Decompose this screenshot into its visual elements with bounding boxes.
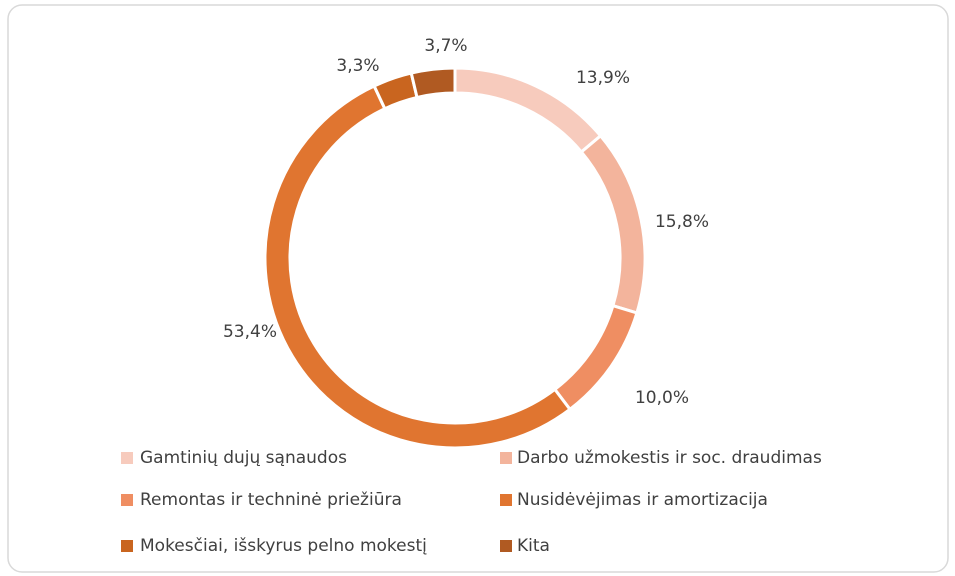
legend-label: Mokesčiai, išskyrus pelno mokestį bbox=[140, 536, 427, 556]
data-label: 53,4% bbox=[223, 322, 277, 342]
chart-frame bbox=[7, 4, 949, 573]
legend-swatch bbox=[500, 540, 512, 552]
data-label: 3,7% bbox=[424, 36, 467, 56]
data-label: 15,8% bbox=[655, 212, 709, 232]
legend-swatch bbox=[500, 452, 512, 464]
data-label: 3,3% bbox=[336, 56, 379, 76]
data-label: 10,0% bbox=[635, 388, 689, 408]
legend-label: Nusidėvėjimas ir amortizacija bbox=[517, 490, 768, 510]
legend-label: Gamtinių dujų sąnaudos bbox=[140, 448, 347, 468]
donut-segment bbox=[409, 66, 457, 100]
legend-swatch bbox=[121, 540, 133, 552]
data-label: 13,9% bbox=[576, 68, 630, 88]
legend-swatch bbox=[500, 494, 512, 506]
legend-swatch bbox=[121, 452, 133, 464]
legend-label: Kita bbox=[517, 536, 550, 556]
legend-swatch bbox=[121, 494, 133, 506]
legend-label: Darbo užmokestis ir soc. draudimas bbox=[517, 448, 822, 468]
legend-label: Remontas ir techninė priežiūra bbox=[140, 490, 402, 510]
